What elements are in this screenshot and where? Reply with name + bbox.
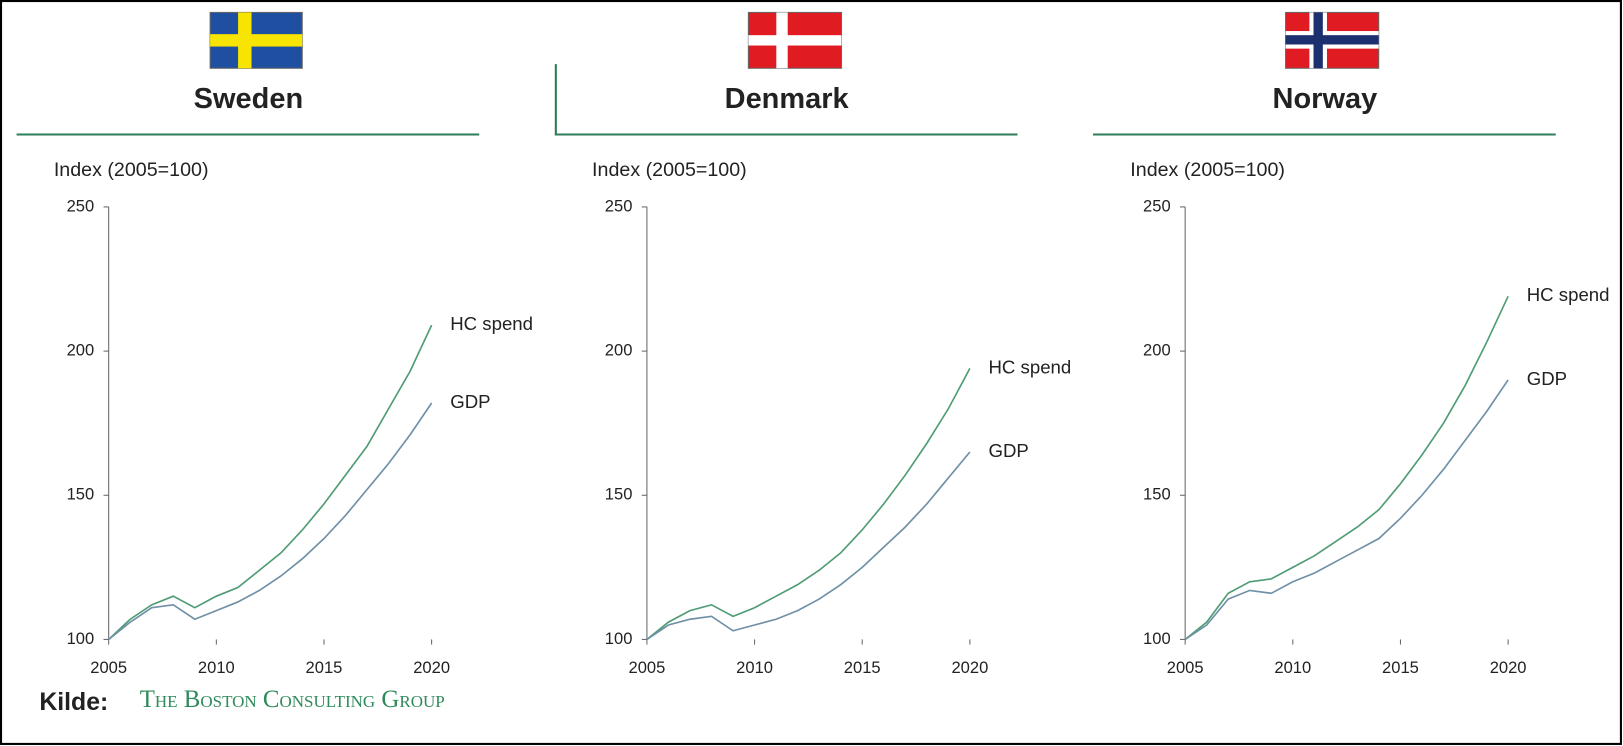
y-tick-label: 100 xyxy=(1143,629,1171,648)
y-axis-label: Index (2005=100) xyxy=(592,159,747,181)
x-tick-label: 2015 xyxy=(844,658,881,677)
y-tick-label: 150 xyxy=(605,485,633,504)
x-tick-label: 2005 xyxy=(1167,658,1204,677)
y-tick-label: 250 xyxy=(605,196,633,215)
series-line xyxy=(1184,379,1509,641)
y-axis-label: Index (2005=100) xyxy=(54,159,209,181)
x-tick-label: 2010 xyxy=(736,658,773,677)
x-tick-label: 2020 xyxy=(1490,658,1527,677)
chart-title: Norway xyxy=(1273,83,1378,115)
flag-sweden xyxy=(209,11,303,69)
x-tick-label: 2005 xyxy=(90,658,127,677)
series-label: GDP xyxy=(988,440,1028,461)
y-tick-label: 250 xyxy=(1143,196,1171,215)
flag-denmark xyxy=(747,11,843,69)
y-tick-label: 200 xyxy=(1143,340,1171,359)
x-tick-label: 2010 xyxy=(198,658,235,677)
series-line xyxy=(108,324,433,641)
series-label: HC spend xyxy=(1527,284,1610,305)
series-label: GDP xyxy=(450,391,490,412)
y-tick-label: 200 xyxy=(67,340,95,359)
series-line xyxy=(1184,295,1509,641)
series-label: HC spend xyxy=(988,356,1071,377)
flag-norway xyxy=(1285,11,1380,69)
y-tick-label: 100 xyxy=(67,629,95,648)
series-line xyxy=(108,402,433,641)
y-tick-label: 200 xyxy=(605,340,633,359)
chart-title: Denmark xyxy=(725,83,850,115)
y-tick-label: 150 xyxy=(67,485,95,504)
series-label: GDP xyxy=(1527,368,1567,389)
y-axis-label: Index (2005=100) xyxy=(1130,159,1285,181)
x-tick-label: 2015 xyxy=(306,658,343,677)
source-label: Kilde: xyxy=(39,689,108,716)
x-tick-label: 2010 xyxy=(1274,658,1311,677)
x-tick-label: 2005 xyxy=(629,658,666,677)
source-name: The Boston Consulting Group xyxy=(140,686,445,713)
y-tick-label: 250 xyxy=(67,196,95,215)
x-tick-label: 2020 xyxy=(951,658,988,677)
y-tick-label: 150 xyxy=(1143,485,1171,504)
chart-title: Sweden xyxy=(194,83,303,115)
series-label: HC spend xyxy=(450,313,533,334)
series-line xyxy=(646,368,971,641)
y-tick-label: 100 xyxy=(605,629,633,648)
series-line xyxy=(646,451,971,641)
x-tick-label: 2020 xyxy=(413,658,450,677)
x-tick-label: 2015 xyxy=(1382,658,1419,677)
